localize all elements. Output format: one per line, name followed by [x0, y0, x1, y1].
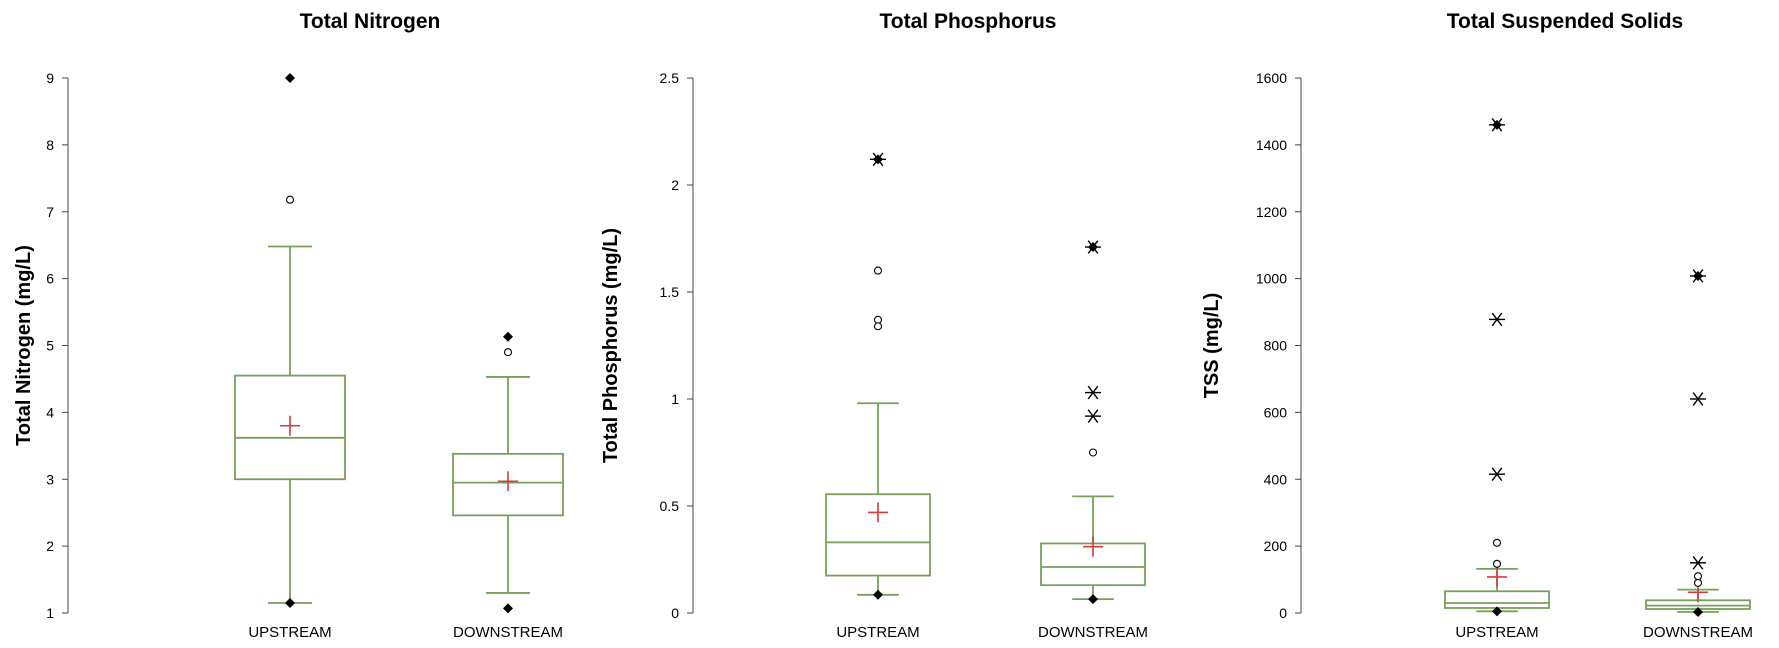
minmax-marker — [285, 597, 295, 608]
panel-3: Total Suspended Solids TSS (mg/L) 0 200 400 6… — [1201, 10, 1753, 641]
box-downstream — [1040, 240, 1146, 605]
minmax-marker — [1693, 606, 1703, 617]
panel-1: Total Nitrogen Total Nitrogen (mg/L) 1 2 3 4 5… — [13, 10, 564, 641]
y-axis-label: TSS (mg/L) — [1201, 293, 1223, 399]
star-stroke — [1692, 556, 1704, 570]
iqr-box — [825, 493, 931, 577]
mild-outlier-point — [1492, 559, 1502, 568]
extreme-outlier-point — [1489, 467, 1505, 482]
mild-outlier-point — [1693, 572, 1703, 581]
y-tick-label: 800 — [1264, 338, 1288, 354]
y-tick-label: 1.5 — [660, 284, 680, 300]
y-tick-label: 5 — [46, 338, 54, 354]
y-tick-label: 1 — [46, 605, 54, 621]
extreme-outlier-point — [1690, 556, 1706, 570]
minmax-marker — [1492, 119, 1502, 130]
y-tick-label: 9 — [46, 70, 54, 86]
y-tick-label: 2 — [671, 177, 679, 193]
mild-outlier-point — [1088, 448, 1098, 457]
minmax-marker — [873, 154, 883, 165]
x-category-label: UPSTREAM — [836, 624, 919, 641]
y-tick-label: 1 — [671, 391, 679, 407]
star-stroke — [1692, 392, 1704, 406]
box-upstream — [234, 73, 346, 608]
y-tick-label: 200 — [1264, 538, 1288, 554]
extreme-outlier-point — [1085, 385, 1101, 400]
star-stroke — [1491, 467, 1503, 482]
y-tick-label: 3 — [46, 471, 54, 487]
extreme-outlier-point — [1489, 312, 1505, 327]
mild-outlier-point — [1492, 538, 1502, 547]
y-tick-label: 600 — [1264, 404, 1288, 420]
minmax-marker — [503, 331, 513, 342]
y-axis-label: Total Phosphorus (mg/L) — [600, 228, 622, 463]
minmax-marker — [873, 589, 883, 600]
chart-title: Total Suspended Solids — [1447, 10, 1683, 33]
x-category-label: DOWNSTREAM — [453, 624, 563, 641]
x-category-label: DOWNSTREAM — [1643, 624, 1753, 641]
chart-title: Total Nitrogen — [300, 10, 441, 33]
extreme-outlier-point — [1085, 409, 1101, 423]
y-tick-label: 6 — [46, 271, 54, 287]
y-tick-label: 7 — [46, 204, 54, 220]
star-stroke — [1491, 312, 1503, 327]
y-tick-label: 1000 — [1256, 271, 1287, 287]
y-tick-label: 4 — [46, 404, 54, 420]
y-tick-label: 0 — [1279, 605, 1287, 621]
y-axis-label: Total Nitrogen (mg/L) — [13, 245, 35, 446]
star-stroke — [1087, 409, 1099, 423]
y-tick-label: 8 — [46, 137, 54, 153]
box-downstream — [1645, 269, 1751, 617]
mild-outlier-point — [873, 322, 883, 331]
y-tick-label: 400 — [1264, 471, 1288, 487]
y-tick-label: 1200 — [1256, 204, 1287, 220]
extreme-outlier-point — [1690, 392, 1706, 406]
y-tick-label: 2 — [46, 538, 54, 554]
minmax-marker — [285, 73, 295, 83]
mild-outlier-point — [1693, 578, 1703, 587]
box-downstream — [452, 331, 564, 614]
x-category-label: DOWNSTREAM — [1038, 624, 1148, 641]
mild-outlier-point — [503, 348, 513, 357]
box-upstream — [1444, 117, 1550, 617]
chart-title: Total Phosphorus — [880, 10, 1057, 33]
y-tick-label: 1600 — [1256, 70, 1287, 86]
minmax-marker — [1088, 594, 1098, 605]
y-tick-label: 0 — [671, 605, 679, 621]
minmax-marker — [1693, 270, 1703, 281]
iqr-box — [452, 452, 564, 517]
box-upstream — [825, 152, 931, 600]
iqr-box — [234, 374, 346, 481]
iqr-box — [1444, 590, 1550, 609]
minmax-marker — [1088, 242, 1098, 253]
x-category-label: UPSTREAM — [248, 624, 331, 641]
minmax-marker — [503, 603, 513, 614]
y-tick-label: 2.5 — [660, 70, 680, 86]
y-tick-label: 0.5 — [660, 498, 680, 514]
mild-outlier-point — [873, 266, 883, 275]
mild-outlier-point — [285, 195, 295, 204]
panel-2: Total Phosphorus Total Phosphorus (mg/L) 0… — [600, 10, 1148, 641]
x-category-label: UPSTREAM — [1455, 624, 1538, 641]
y-tick-label: 1400 — [1256, 137, 1287, 153]
minmax-marker — [1492, 606, 1502, 617]
star-stroke — [1087, 385, 1099, 400]
